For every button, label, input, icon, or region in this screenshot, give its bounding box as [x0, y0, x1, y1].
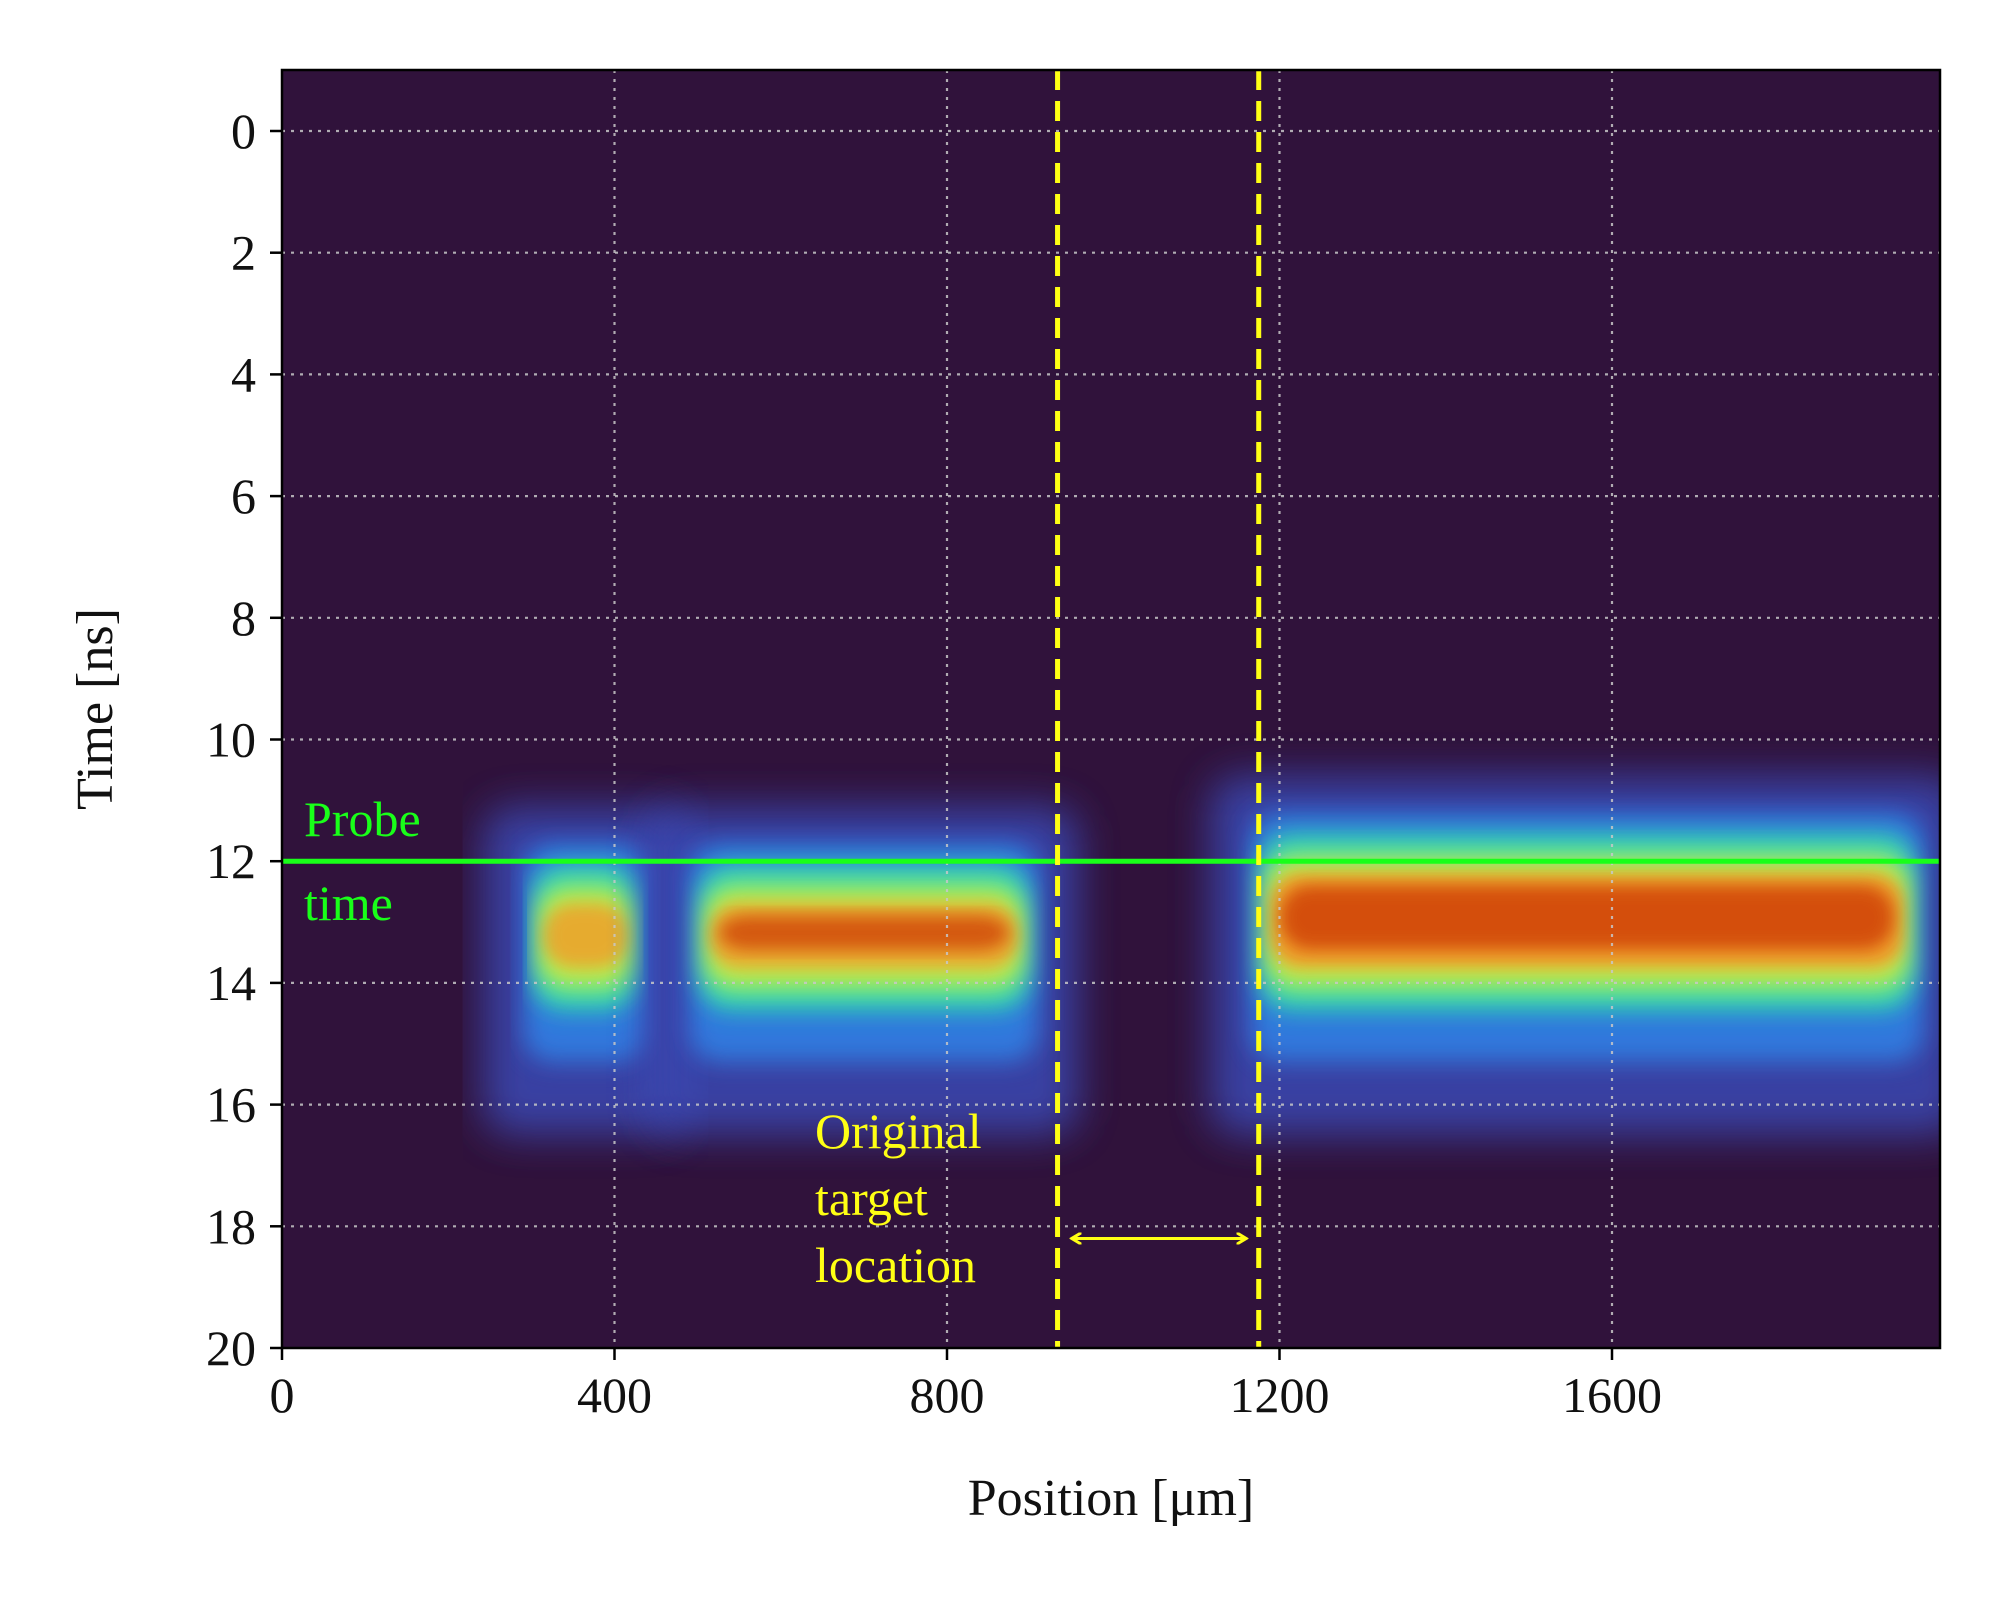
y-tick-label: 14 [206, 955, 256, 1011]
y-tick-label: 12 [206, 833, 256, 889]
target-label-line1: Original [815, 1103, 982, 1159]
heatmap-layer [483, 776, 1940, 1136]
y-tick-label: 4 [231, 346, 256, 402]
y-axis: 0 2 4 6 8 10 12 14 16 18 20 [206, 103, 282, 1376]
heat-region-1-layer-5 [543, 903, 628, 968]
y-tick-label: 18 [206, 1198, 256, 1254]
y-axis-label: Time [ns] [67, 608, 124, 810]
grid [282, 70, 1940, 1348]
y-tick-label: 0 [231, 103, 256, 159]
y-tick-label: 20 [206, 1320, 256, 1376]
annotations [282, 70, 1940, 1348]
x-tick-label: 400 [577, 1367, 652, 1423]
heat-region-3-layer-6 [1280, 885, 1894, 950]
y-tick-label: 8 [231, 590, 256, 646]
x-axis: 0 400 800 1200 1600 [270, 1348, 1662, 1423]
y-tick-label: 2 [231, 225, 256, 281]
probe-time-label-line2: time [304, 875, 393, 931]
target-label-line2: target [815, 1170, 928, 1226]
x-tick-label: 1600 [1562, 1367, 1662, 1423]
plot-frame [280, 68, 1942, 1350]
target-label-line3: location [815, 1237, 976, 1293]
plot-background [282, 70, 1940, 1348]
heat-region-2-layer-6 [719, 915, 1009, 950]
y-tick-label: 6 [231, 468, 256, 524]
y-tick-label: 10 [206, 712, 256, 768]
x-tick-label: 0 [270, 1367, 295, 1423]
y-tick-label: 16 [206, 1077, 256, 1133]
x-axis-label: Position [μm] [968, 1470, 1254, 1527]
x-tick-label: 1200 [1230, 1367, 1330, 1423]
x-tick-label: 800 [910, 1367, 985, 1423]
probe-time-label-line1: Probe [304, 791, 421, 847]
